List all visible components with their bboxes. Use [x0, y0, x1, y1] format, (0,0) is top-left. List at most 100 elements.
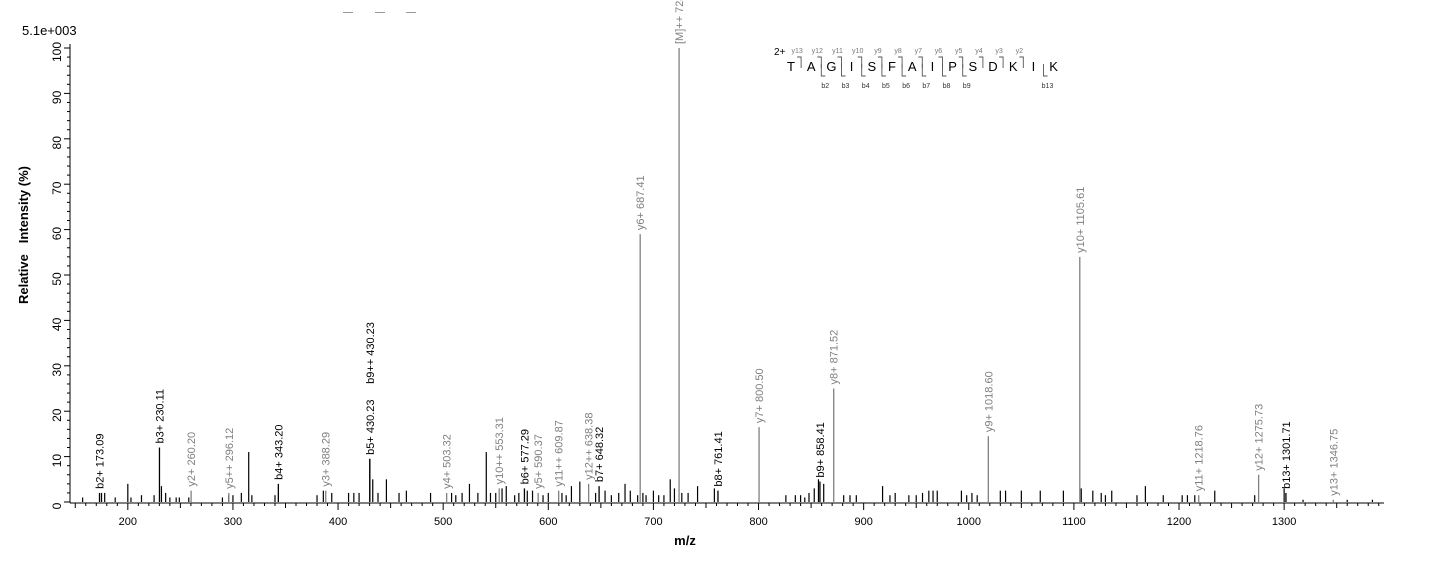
y-cleavage-mark	[918, 56, 923, 68]
peak-label: y13+ 1346.75	[1328, 429, 1340, 496]
b-cleavage-mark	[962, 64, 967, 77]
y-cleavage-mark	[999, 56, 1004, 68]
b-ion-mark-label: b4	[862, 83, 870, 90]
sequence-residue: F	[888, 59, 896, 74]
peaks-layer	[82, 48, 1374, 502]
y-cleavage-mark	[938, 56, 943, 68]
y-tick-label: 0	[50, 502, 64, 509]
decorative-dash	[406, 12, 416, 13]
sequence-residue: S	[968, 59, 977, 74]
b-cleavage-mark	[841, 64, 846, 77]
y-ion-mark-label: y9	[874, 48, 882, 55]
peak-label: y12+ 1275.73	[1254, 404, 1266, 471]
sequence-residue: K	[1009, 59, 1018, 74]
b-cleavage-mark	[820, 64, 826, 77]
x-tick-label: 1300	[1272, 516, 1296, 528]
y-tick-label: 40	[50, 317, 64, 331]
y-ion-mark-label: y10	[852, 48, 863, 55]
sequence-residue: S	[867, 59, 876, 74]
peak-label: y3+ 388.29	[321, 432, 333, 487]
b-ion-mark-label: b6	[902, 83, 910, 90]
peak-label: b7+ 648.32	[594, 427, 606, 482]
peak-label: y11+ 1218.76	[1194, 425, 1206, 491]
sequence-residue: I	[1032, 59, 1036, 74]
y-tick-label: 20	[50, 408, 64, 422]
y-ion-mark-label: y13	[791, 48, 802, 55]
b-ion-mark-label: b2	[821, 83, 829, 90]
b-ion-mark-label: b9	[963, 83, 971, 90]
x-tick-label: 200	[119, 516, 137, 528]
y-ion-mark-label: y2	[1016, 48, 1024, 55]
peak-label: y5+ 590.37	[533, 434, 545, 489]
y-cleavage-mark	[898, 56, 903, 68]
y-cleavage-mark	[1019, 56, 1024, 68]
peak-label: b8+ 761.41	[713, 431, 725, 486]
b-ion-mark-label: b8	[943, 83, 951, 90]
y-ion-mark-label: y3	[995, 48, 1003, 55]
b-cleavage-mark	[1043, 64, 1048, 77]
x-tick-label: 700	[644, 516, 662, 528]
b-cleavage-mark	[921, 64, 927, 77]
peak-label: b9++ 430.23	[365, 322, 377, 384]
y-cleavage-mark	[958, 56, 964, 68]
sequence-residue: A	[908, 59, 917, 74]
b-cleavage-mark	[881, 64, 886, 77]
sequence-residue: G	[826, 59, 836, 74]
y-tick-label: 90	[50, 90, 64, 104]
peak-label: b2+ 173.09	[95, 434, 107, 489]
b-ion-mark-label: b5	[882, 83, 890, 90]
decorative-dash	[375, 12, 385, 13]
x-tick-label: 1200	[1167, 516, 1191, 528]
peak-label: y2+ 260.20	[186, 432, 198, 487]
y-tick-label: 10	[50, 454, 64, 468]
decorative-dash	[343, 12, 353, 13]
peak-label: y7+ 800.50	[754, 368, 766, 423]
y-tick-label: 60	[50, 227, 64, 241]
y-cleavage-mark	[857, 56, 863, 68]
x-tick-label: 600	[539, 516, 557, 528]
b-cleavage-mark	[942, 64, 947, 77]
b-cleavage-mark	[861, 64, 866, 77]
x-tick-label: 1000	[957, 516, 981, 528]
peak-label: y11++ 609.87	[554, 420, 566, 486]
peak-label: y9+ 1018.60	[983, 371, 995, 432]
y-axis-title: Relative Intensity (%)	[16, 166, 31, 304]
peak-label: y8+ 871.52	[829, 330, 841, 385]
peak-label: y6+ 687.41	[635, 175, 647, 230]
y-cleavage-mark	[797, 56, 802, 68]
y-cleavage-mark	[877, 56, 883, 68]
y-ion-mark-label: y12	[812, 48, 823, 55]
y-ion-mark-label: y7	[915, 48, 923, 55]
y-tick-label: 100	[50, 42, 64, 62]
sequence-residue: D	[988, 59, 997, 74]
peak-label: b4+ 343.20	[273, 424, 285, 479]
x-tick-label: 800	[749, 516, 767, 528]
sequence-residue: I	[850, 59, 854, 74]
peak-label: b13+ 1301.71	[1281, 421, 1293, 489]
sequence-residue: P	[948, 59, 957, 74]
y-cleavage-mark	[837, 56, 842, 68]
peak-label: y4+ 503.32	[442, 434, 454, 489]
x-tick-label: 1100	[1062, 516, 1086, 528]
sequence-residue: K	[1049, 59, 1058, 74]
x-tick-label: 300	[224, 516, 242, 528]
y-ion-mark-label: y11	[832, 48, 843, 55]
y-tick-label: 30	[50, 363, 64, 377]
sequence-residue: T	[787, 59, 795, 74]
sequence-residue: A	[807, 59, 816, 74]
x-tick-label: 900	[854, 516, 872, 528]
y-tick-label: 70	[50, 181, 64, 195]
x-axis-title: m/z	[674, 533, 696, 548]
peak-label: b6+ 577.29	[519, 429, 531, 484]
x-tick-label: 500	[434, 516, 452, 528]
y-ion-mark-label: y8	[894, 48, 902, 55]
x-tick-label: 400	[329, 516, 347, 528]
peak-label: y12++ 638.38	[584, 413, 596, 480]
y-tick-label: 50	[50, 272, 64, 286]
y-tick-label: 80	[50, 136, 64, 150]
peak-label: y10++ 553.31	[494, 417, 506, 484]
b-ion-mark-label: b7	[922, 83, 930, 90]
peak-label: b3+ 230.11	[154, 389, 166, 444]
